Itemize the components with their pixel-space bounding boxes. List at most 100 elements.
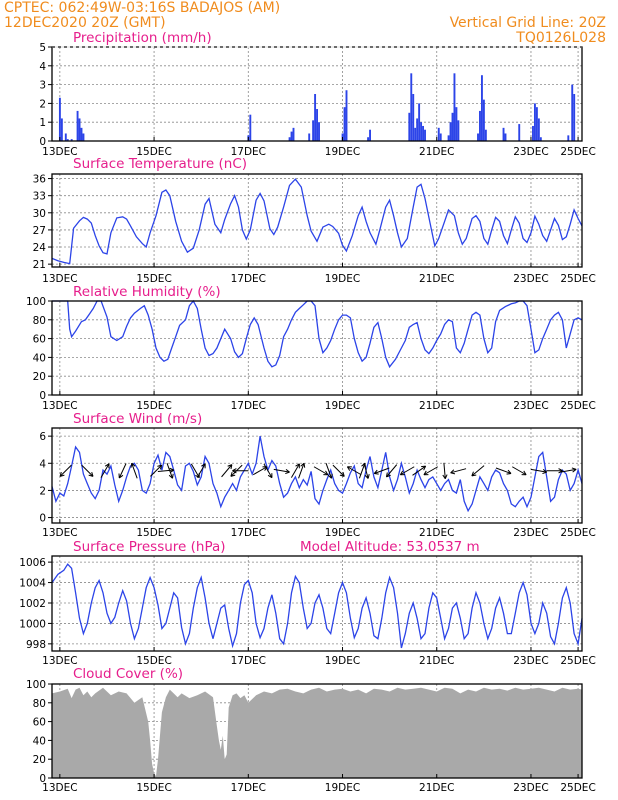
precip-bar	[369, 129, 371, 141]
wind-arrow-head	[331, 473, 333, 479]
wind-arrow	[471, 465, 485, 477]
x-tick-label: 15DEC	[136, 655, 171, 667]
x-tick-label: 23DEC	[513, 273, 548, 285]
header-grid-line-note: Vertical Grid Line: 20Z	[450, 15, 606, 31]
x-tick-label: 23DEC	[513, 527, 548, 539]
wind-arrow-shaft	[358, 463, 366, 479]
wind-arrow	[196, 463, 206, 478]
panel-title: Precipitation (mm/h)	[73, 30, 212, 46]
wind-arrow-head	[230, 474, 236, 477]
x-tick-label: 19DEC	[325, 146, 360, 158]
wind-arrow-head	[232, 470, 237, 474]
y-tick-label: 60	[33, 334, 46, 346]
wind-arrow-head	[571, 467, 577, 470]
x-tick-label: 15DEC	[136, 400, 171, 412]
x-tick-label: 15DEC	[136, 782, 171, 794]
precip-bar	[314, 94, 317, 141]
panel-frame	[51, 683, 583, 779]
wind-arrow-shaft	[423, 466, 439, 476]
wind-arrow-head	[172, 473, 174, 479]
precip-bar	[367, 137, 370, 141]
x-tick-label: 19DEC	[325, 655, 360, 667]
precip-bar	[414, 127, 417, 141]
x-tick-label: 23DEC	[513, 782, 548, 794]
wind-arrow-shaft	[400, 466, 415, 476]
precip-bar	[343, 107, 346, 141]
x-tick-label: 21DEC	[419, 655, 454, 667]
precip-bar	[316, 109, 318, 141]
precip-bar	[64, 133, 67, 141]
wind-arrow-head	[285, 471, 290, 475]
x-tick-label: 21DEC	[419, 273, 454, 285]
wind-arrow-head	[346, 466, 351, 471]
wind-arrow-head	[364, 474, 369, 479]
wind-arrow-head	[300, 462, 305, 467]
wind-arrow-head	[542, 471, 547, 475]
wind-arrow-shaft	[252, 466, 268, 476]
wind-arrow	[373, 467, 390, 475]
precip-bar	[502, 127, 505, 141]
wind-arrow-shaft	[273, 468, 290, 473]
x-tick-label: 23DEC	[513, 400, 548, 412]
wind-arrow-head	[227, 464, 233, 467]
cloud-cover-area	[52, 687, 582, 778]
x-tick-label: 19DEC	[325, 400, 360, 412]
x-tick-label: 13DEC	[42, 527, 77, 539]
wind-arrow-shaft	[386, 464, 398, 478]
y-tick-label: 33	[33, 191, 46, 203]
precip-bar	[58, 97, 61, 141]
wind-arrow	[298, 462, 306, 479]
wind-arrow	[423, 466, 439, 476]
series-line	[51, 563, 583, 649]
x-tick-label: 17DEC	[231, 146, 266, 158]
wind-arrow-shaft	[81, 464, 94, 477]
header-model-id: TQ0126L028	[515, 30, 606, 46]
precip-bar	[532, 125, 534, 141]
wind-arrow-head	[442, 474, 446, 479]
wind-arrow-head	[201, 463, 206, 467]
wind-arrow-head	[507, 469, 512, 474]
wind-arrow	[232, 468, 249, 474]
panel-title: Cloud Cover (%)	[73, 666, 183, 682]
header-location: CPTEC: 062:49W-03:16S BADAJOS (AM)	[4, 0, 280, 16]
wind-arrow-head	[91, 471, 94, 477]
precip-bar	[447, 135, 450, 141]
precip-bar	[477, 133, 479, 141]
wind-arrow-head	[523, 470, 527, 476]
precip-bar	[484, 129, 487, 141]
wind-arrow	[166, 463, 174, 479]
wind-arrow-head	[264, 466, 268, 471]
precip-bar	[80, 127, 83, 141]
precip-bar	[412, 94, 415, 141]
y-tick-label: 4	[39, 458, 46, 470]
precip-bar	[318, 122, 320, 141]
wind-arrow-shaft	[313, 466, 329, 476]
wind-arrow-shaft	[298, 463, 305, 479]
precip-bar	[455, 107, 458, 141]
x-tick-label: 25DEC	[560, 527, 595, 539]
precip-bar	[449, 122, 452, 141]
precip-bar	[437, 127, 440, 141]
wind-arrow	[385, 464, 398, 478]
precip-bar	[308, 133, 311, 141]
x-tick-label: 15DEC	[136, 146, 171, 158]
precip-bar	[78, 118, 81, 141]
wind-arrow-head	[131, 462, 136, 467]
wind-arrow	[399, 466, 415, 476]
series-line	[51, 435, 583, 513]
wind-arrow-shaft	[150, 464, 163, 477]
precip-bar	[457, 120, 460, 141]
precip-bar	[249, 114, 252, 141]
wind-arrow-shaft	[325, 463, 332, 479]
panel-5: 998 1000 1002 1004 1006 13DEC 15DEC 17DEC 19DEC 2…	[19, 539, 596, 667]
y-tick-label: 2	[39, 98, 46, 110]
y-tick-label: 21	[33, 259, 46, 271]
x-tick-label: 13DEC	[42, 400, 77, 412]
x-tick-label: 25DEC	[560, 655, 595, 667]
x-tick-label: 21DEC	[419, 146, 454, 158]
panel-frame	[51, 173, 583, 268]
wind-arrow-head	[295, 463, 300, 467]
wind-arrow-shaft	[290, 463, 300, 478]
wind-arrow-shaft	[157, 469, 174, 472]
panel-title: Surface Wind (m/s)	[73, 411, 202, 427]
